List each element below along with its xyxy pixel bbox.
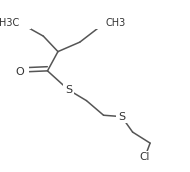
FancyBboxPatch shape bbox=[63, 84, 74, 96]
Text: Cl: Cl bbox=[140, 152, 150, 162]
Text: H3C: H3C bbox=[0, 18, 19, 28]
FancyBboxPatch shape bbox=[138, 151, 152, 163]
FancyBboxPatch shape bbox=[94, 17, 116, 29]
FancyBboxPatch shape bbox=[19, 66, 29, 78]
Text: CH3: CH3 bbox=[105, 18, 125, 28]
Text: O: O bbox=[15, 67, 24, 77]
FancyBboxPatch shape bbox=[8, 17, 31, 29]
Text: S: S bbox=[65, 85, 72, 95]
FancyBboxPatch shape bbox=[116, 110, 127, 123]
Text: S: S bbox=[118, 112, 125, 122]
